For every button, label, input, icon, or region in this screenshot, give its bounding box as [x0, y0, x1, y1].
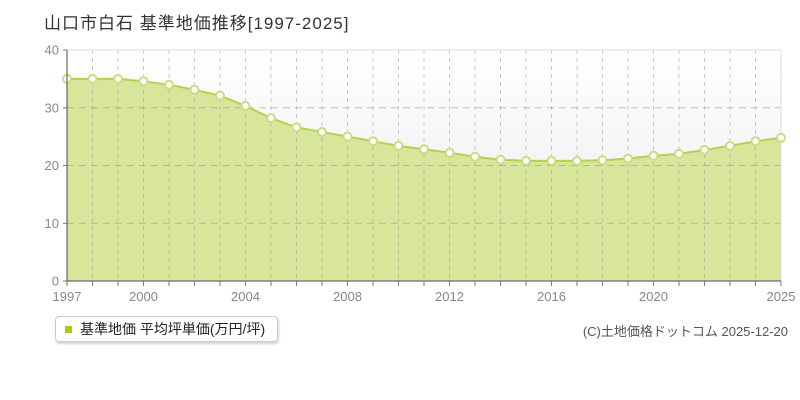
copyright-text: (C)土地価格ドットコム 2025-12-20 [582, 324, 788, 339]
svg-text:1997: 1997 [53, 289, 82, 304]
svg-text:2012: 2012 [435, 289, 464, 304]
svg-text:40: 40 [45, 43, 59, 58]
svg-text:0: 0 [52, 274, 59, 289]
svg-text:10: 10 [45, 216, 59, 231]
svg-text:20: 20 [45, 158, 59, 173]
svg-text:2004: 2004 [231, 289, 260, 304]
svg-text:2025: 2025 [767, 289, 796, 304]
svg-text:2000: 2000 [129, 289, 158, 304]
svg-text:2020: 2020 [639, 289, 668, 304]
svg-text:30: 30 [45, 100, 59, 115]
svg-text:2016: 2016 [537, 289, 566, 304]
svg-text:2008: 2008 [333, 289, 362, 304]
chart-title: 山口市白石 基準地価推移[1997-2025] [44, 14, 350, 33]
legend: 基準地価 平均坪単価(万円/坪) [55, 316, 279, 342]
land-price-area-chart: 0 10 20 30 40 1997 2000 2004 2008 2012 2016 2020 202… [45, 43, 796, 305]
legend-label: 基準地価 平均坪単価(万円/坪) [80, 321, 266, 337]
legend-swatch-icon [65, 325, 72, 333]
